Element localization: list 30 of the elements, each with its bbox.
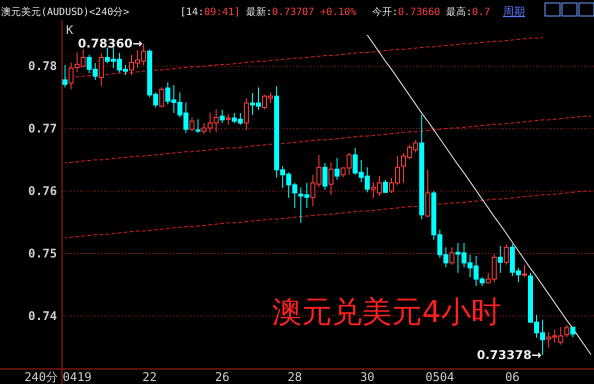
text: 最高:0.7 bbox=[446, 6, 490, 18]
y-tick-label: 0.75 bbox=[28, 246, 57, 260]
y-tick-label: 0.74 bbox=[28, 308, 57, 323]
x-tick-label: 0504 bbox=[425, 370, 454, 384]
line-series bbox=[64, 116, 592, 164]
annotation: 澳元兑美元4小时 bbox=[272, 295, 502, 330]
x-tick-label: 28 bbox=[288, 370, 302, 384]
y-tick-label: 0.78 bbox=[28, 59, 57, 74]
x-tick-label: 26 bbox=[214, 370, 230, 384]
annotation: K bbox=[66, 23, 74, 37]
annotation: 0.73378→ bbox=[476, 348, 542, 362]
candlestick bbox=[498, 246, 503, 274]
annotation: 0.78360→ bbox=[78, 36, 143, 51]
candlestick bbox=[322, 162, 328, 190]
x-tick-label: 22 bbox=[142, 370, 157, 384]
line-series bbox=[64, 190, 592, 238]
x-tick-label: 0419 bbox=[62, 370, 92, 384]
candlestick bbox=[98, 52, 104, 87]
x-tick-label: 30 bbox=[360, 370, 375, 384]
x-axis-title: 240分 bbox=[24, 370, 58, 384]
text: 周期 bbox=[503, 5, 525, 18]
text: 最新:0.73707 +0.10% bbox=[246, 6, 356, 18]
text: [14:09:41] bbox=[180, 7, 240, 18]
candlestick bbox=[334, 157, 340, 180]
y-tick-label: 0.77 bbox=[28, 122, 57, 136]
text: 今开:0.73660 bbox=[372, 6, 440, 18]
candlestick bbox=[244, 98, 249, 130]
x-tick-label: 06 bbox=[505, 370, 520, 384]
chart-title: 澳元美元(AUDUSD)<240分> bbox=[1, 6, 130, 18]
y-tick-label: 0.76 bbox=[28, 184, 57, 198]
